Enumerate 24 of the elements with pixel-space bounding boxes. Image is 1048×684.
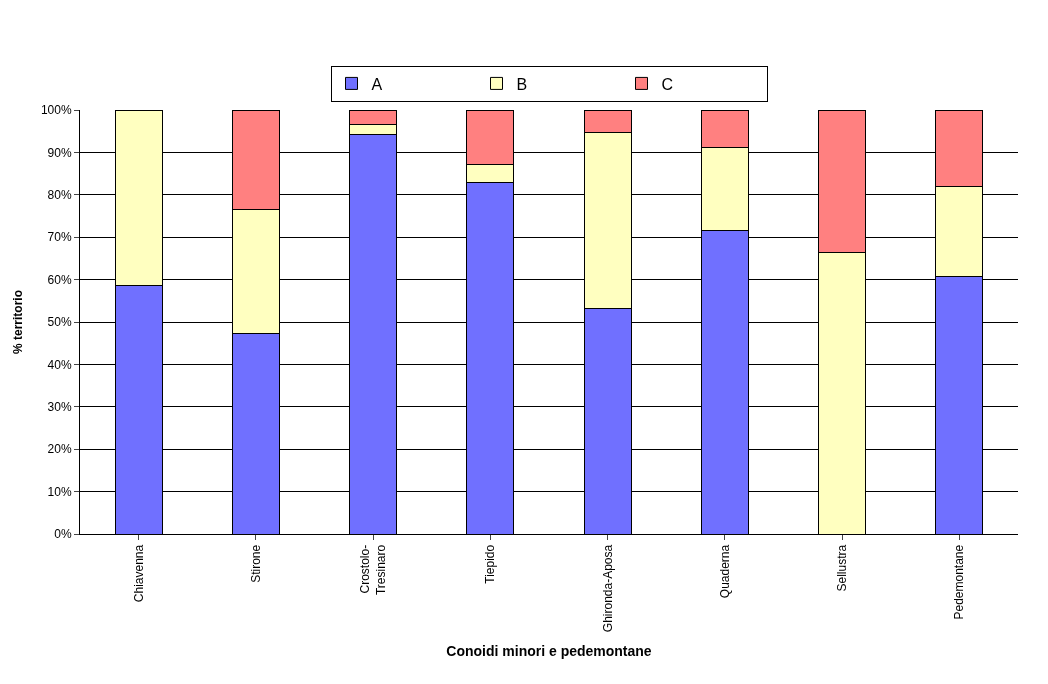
x-tick-label: Crostolo- Tresinaro [358,544,388,596]
y-tick-label: 60% [47,272,72,287]
x-tick-label: Sellustra [835,544,850,592]
legend-label: C [661,75,674,93]
y-tick-label: 100% [40,103,72,118]
legend-label: A [371,75,383,93]
y-tick-label: 30% [47,400,72,414]
y-tick-label: 10% [47,484,72,499]
y-tick-label: 80% [47,188,72,202]
y-tick-label: 0% [54,527,72,542]
y-tick-label: 90% [47,145,72,160]
x-tick-label: Tiepido [483,544,498,584]
legend-label: B [516,75,528,93]
x-tick-label: Ghironda-Aposa [600,544,615,633]
x-tick-label: Stirone [248,544,263,583]
x-tick-label: Pedemontane [952,544,967,620]
y-axis-title: % territorio [11,289,26,355]
y-tick-label: 50% [47,315,72,330]
x-tick-label: Chiavenna [131,544,146,603]
x-tick-label: Quaderna [717,544,732,599]
y-tick-label: 40% [47,357,72,372]
x-axis-title: Conoidi minori e pedemontane [446,643,652,660]
y-tick-label: 70% [47,230,72,245]
y-tick-label: 20% [47,442,72,457]
